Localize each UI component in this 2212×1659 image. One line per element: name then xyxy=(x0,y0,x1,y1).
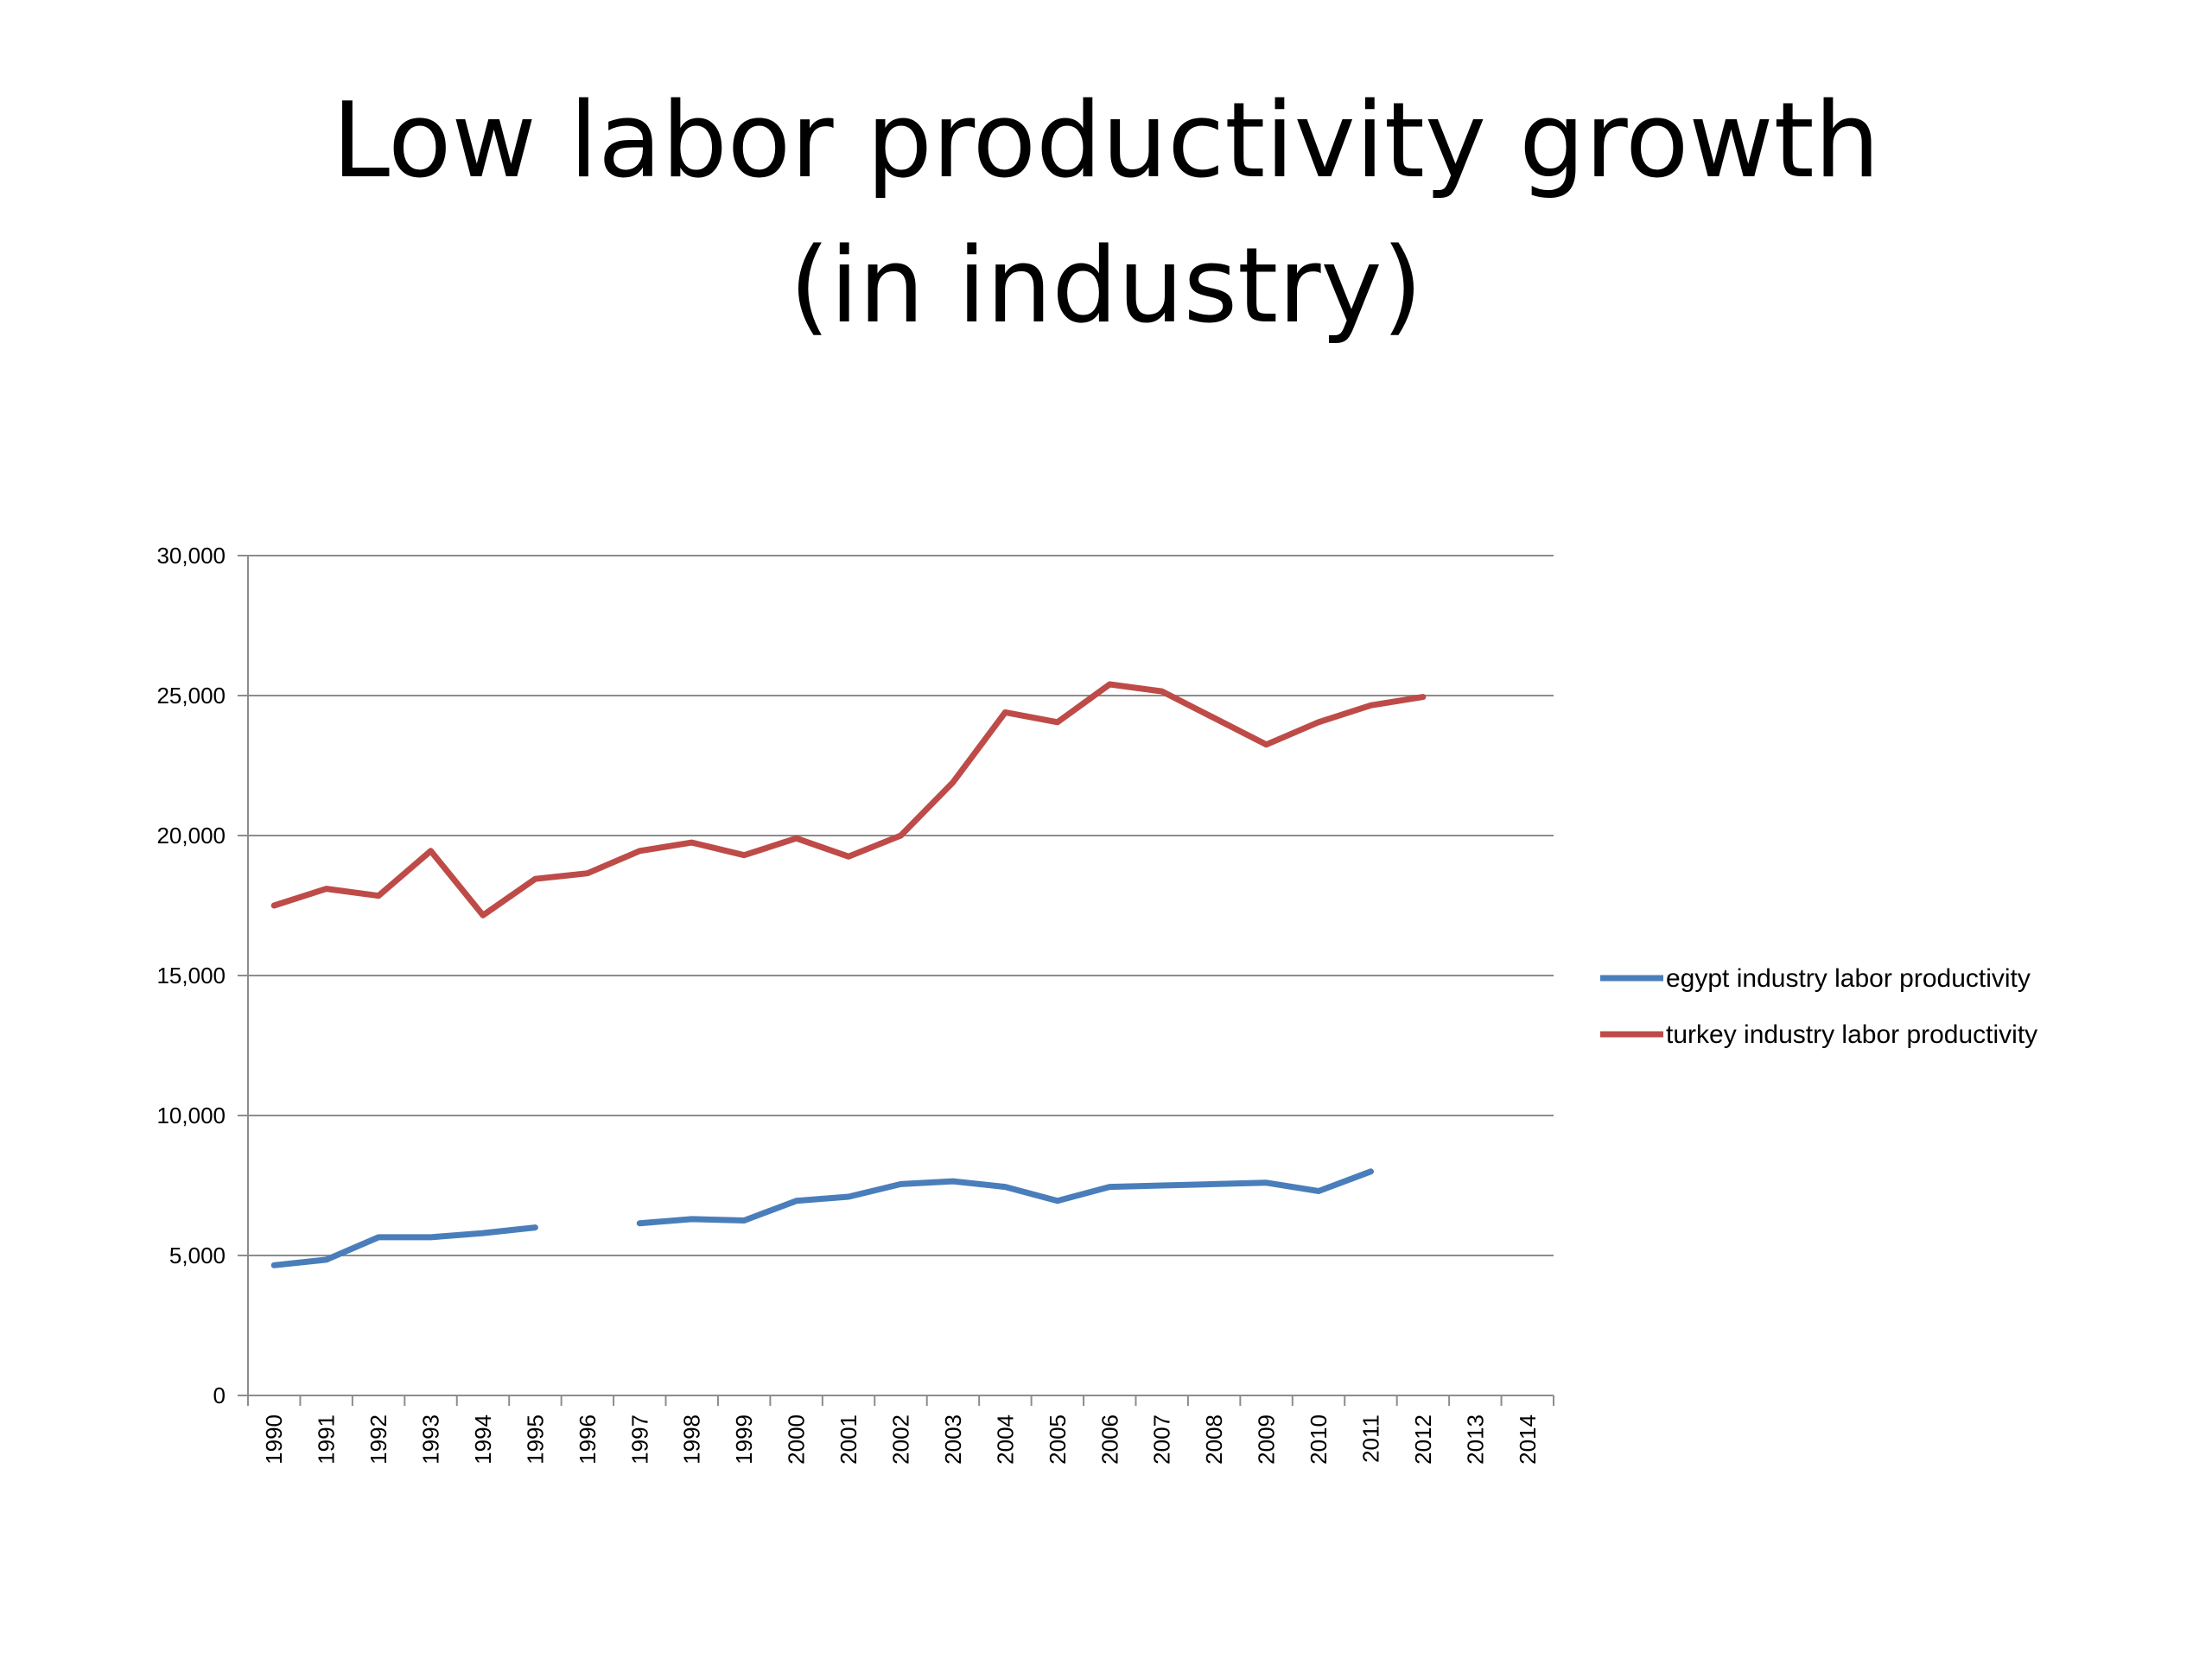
series-egypt xyxy=(270,1168,1374,1268)
title-line-1: Low labor productivity growth xyxy=(332,81,1880,201)
slide-title: Low labor productivity growth (in indust… xyxy=(0,69,2212,359)
y-tick-label: 5,000 xyxy=(169,1243,226,1268)
x-tick-label: 2007 xyxy=(1149,1414,1175,1465)
x-tick-label: 2000 xyxy=(784,1414,810,1465)
series-line-segment xyxy=(270,1224,538,1268)
gridlines xyxy=(248,555,1554,1256)
y-axis-ticks: 0 5,000 10,000 15,000 20,000 25,000 30,000 xyxy=(156,543,248,1408)
y-tick-label: 30,000 xyxy=(156,543,226,569)
x-tick-label: 1993 xyxy=(418,1414,444,1465)
title-line-2: (in industry) xyxy=(789,226,1423,346)
x-tick-label: 2004 xyxy=(992,1414,1018,1465)
series-turkey xyxy=(270,681,1427,918)
x-tick-label: 1998 xyxy=(679,1414,705,1465)
x-tick-label: 1990 xyxy=(261,1414,287,1465)
x-tick-label: 1992 xyxy=(365,1414,391,1465)
x-tick-label: 1999 xyxy=(731,1414,757,1465)
x-tick-label: 1996 xyxy=(575,1414,601,1465)
x-tick-label: 2012 xyxy=(1410,1414,1436,1465)
legend-label: turkey industry labor productivity xyxy=(1666,1020,2037,1049)
x-tick-label: 2001 xyxy=(836,1414,861,1465)
y-tick-label: 10,000 xyxy=(156,1103,226,1128)
x-tick-label: 1994 xyxy=(470,1414,496,1465)
legend: egypt industry labor productivity turkey … xyxy=(1600,964,2037,1049)
x-tick-label: 1991 xyxy=(314,1414,340,1465)
x-tick-label: 2013 xyxy=(1462,1414,1488,1465)
x-tick-label: 2009 xyxy=(1254,1414,1280,1465)
y-tick-label: 15,000 xyxy=(156,963,226,988)
series-line-segment xyxy=(636,1168,1374,1227)
x-tick-label: 1995 xyxy=(522,1414,548,1465)
x-tick-label: 2011 xyxy=(1357,1414,1383,1463)
series-line-segment xyxy=(270,681,1427,918)
y-tick-label: 20,000 xyxy=(156,823,226,849)
x-tick-label: 2006 xyxy=(1096,1414,1122,1465)
series-lines xyxy=(270,681,1427,1268)
x-tick-label: 2008 xyxy=(1201,1414,1227,1465)
x-tick-label: 2005 xyxy=(1045,1414,1071,1465)
x-tick-label: 2010 xyxy=(1306,1414,1332,1465)
x-tick-label: 2002 xyxy=(888,1414,914,1465)
x-tick-label: 2003 xyxy=(940,1414,966,1465)
x-tick-label: 2014 xyxy=(1515,1414,1541,1465)
y-tick-label: 25,000 xyxy=(156,683,226,709)
y-tick-label: 0 xyxy=(213,1382,226,1408)
legend-label: egypt industry labor productivity xyxy=(1666,964,2031,993)
x-axis-ticks: 1990 1991 1992 1993 1994 1995 1996 1997 1998 1999… xyxy=(247,1395,1554,1465)
x-tick-label: 1997 xyxy=(626,1414,652,1465)
